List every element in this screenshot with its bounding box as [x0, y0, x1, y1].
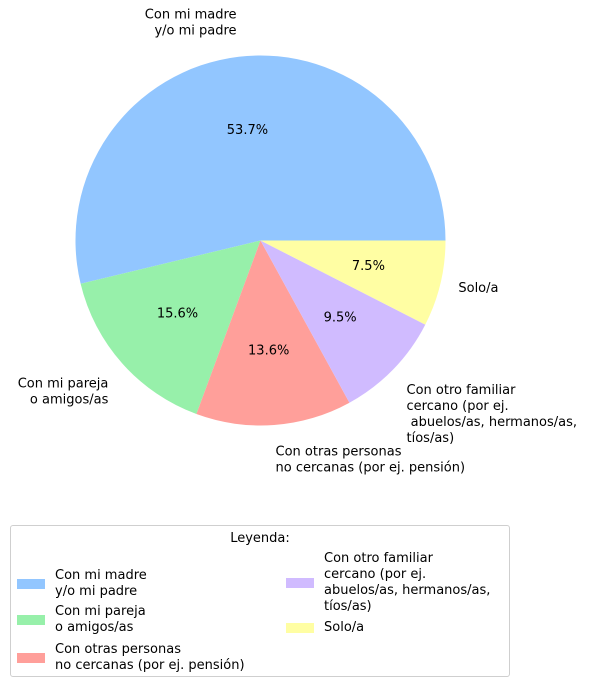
legend-label: Con otro familiar cercano (por ej. abuel… — [324, 551, 490, 615]
category-label-madre-padre: Con mi madre y/o mi padre — [145, 7, 237, 38]
pct-label-madre-padre: 53.7% — [227, 123, 268, 138]
legend-item-otras-personas: Con otras personas no cercanas (por ej. … — [17, 642, 245, 674]
legend-swatch — [17, 615, 45, 625]
legend-item-pareja-amigos: Con mi pareja o amigos/as — [17, 604, 146, 636]
legend-title: Leyenda: — [11, 531, 509, 546]
category-label-otro-familiar: Con otro familiar cercano (por ej. abuelo… — [407, 383, 578, 446]
legend-label: Solo/a — [324, 620, 364, 636]
legend: Leyenda: Con mi madre y/o mi padre Con m… — [10, 525, 510, 677]
category-label-otras-personas: Con otras personas no cercanas (por ej. p… — [276, 444, 466, 475]
pie-slices — [76, 56, 446, 426]
legend-swatch — [17, 653, 45, 663]
legend-item-otro-familiar: Con otro familiar cercano (por ej. abuel… — [286, 551, 490, 615]
pct-label-otras-personas: 13.6% — [248, 344, 289, 359]
legend-swatch — [286, 578, 314, 588]
legend-item-solo: Solo/a — [286, 620, 364, 636]
legend-item-madre-padre: Con mi madre y/o mi padre — [17, 568, 147, 600]
legend-label: Con otras personas no cercanas (por ej. … — [55, 642, 245, 674]
legend-label: Con mi madre y/o mi padre — [55, 568, 147, 600]
pie-chart: 53.7% 15.6% 13.6% 9.5% 7.5% Con mi madre y/o … — [0, 0, 598, 500]
legend-swatch — [17, 579, 45, 589]
legend-label: Con mi pareja o amigos/as — [55, 604, 146, 636]
legend-swatch — [286, 623, 314, 633]
pct-label-solo: 7.5% — [352, 259, 385, 274]
category-label-solo: Solo/a — [458, 281, 498, 296]
pct-label-otro-familiar: 9.5% — [324, 310, 357, 325]
category-label-pareja-amigos: Con mi pareja o amigos/as — [18, 377, 109, 408]
pct-label-pareja-amigos: 15.6% — [157, 307, 198, 322]
